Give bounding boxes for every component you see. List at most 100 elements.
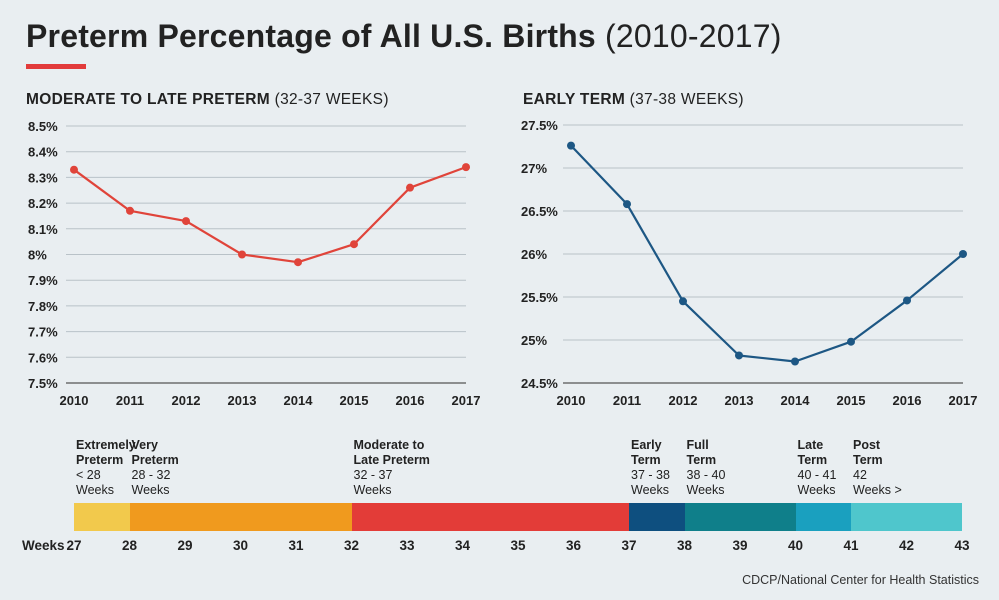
chart-2-xtick-label: 2014 xyxy=(781,393,811,408)
chart-2-xtick-label: 2015 xyxy=(837,393,866,408)
band-name-line: Late Preterm xyxy=(353,453,430,467)
chart-1-ytick-label: 8% xyxy=(28,248,47,263)
band-range-line: < 28 xyxy=(76,468,101,482)
chart-1-ytick-label: 7.9% xyxy=(28,273,58,288)
chart-1-data-point xyxy=(462,163,470,172)
chart-2-ytick-label: 25.5% xyxy=(521,290,558,305)
week-tick-label: 34 xyxy=(454,538,471,553)
band-name-line: Post xyxy=(853,438,881,452)
chart-1-title-light: (32-37 WEEKS) xyxy=(274,91,389,108)
week-tick-label: 27 xyxy=(66,538,82,553)
chart-1-data-point xyxy=(406,183,414,192)
page-title: Preterm Percentage of All U.S. Births (2… xyxy=(26,18,782,55)
band-range-line: Weeks xyxy=(797,483,836,497)
chart-2-title-light: (37-38 WEEKS) xyxy=(629,91,744,108)
band-range-line: 42 xyxy=(853,468,867,482)
chart-2-xtick-label: 2013 xyxy=(725,393,754,408)
chart-1-title-bold: MODERATE TO LATE PRETERM xyxy=(26,91,271,108)
week-tick-label: 37 xyxy=(621,538,637,553)
source-credit: CDCP/National Center for Health Statisti… xyxy=(742,573,979,587)
chart-2-ytick-label: 26% xyxy=(521,247,547,262)
band-label: Extremely Preterm < 28 Weeks xyxy=(76,438,136,498)
chart-1-xtick-label: 2010 xyxy=(60,393,89,408)
chart-1-ytick-label: 8.3% xyxy=(28,170,58,185)
chart-2-xtick-label: 2017 xyxy=(949,393,978,408)
week-tick-label: 43 xyxy=(954,538,970,553)
chart-1-data-point xyxy=(126,206,134,215)
chart-1-xtick-label: 2011 xyxy=(116,393,144,408)
chart-1-data-point xyxy=(294,258,302,267)
band-segment xyxy=(851,503,962,531)
week-tick-label: 40 xyxy=(787,538,804,553)
band-name-line: Term xyxy=(631,453,661,467)
week-tick-label: 39 xyxy=(732,538,748,553)
band-name-line: Very xyxy=(131,438,158,452)
week-tick-label: 29 xyxy=(177,538,193,553)
chart-1-xtick-label: 2017 xyxy=(452,393,481,408)
band-label: Moderate to Late Preterm 32 - 37 Weeks xyxy=(354,438,430,498)
chart-1-ytick-label: 8.5% xyxy=(28,119,58,134)
week-tick-label: 42 xyxy=(898,538,915,553)
band-range-line: 28 - 32 xyxy=(131,468,171,482)
chart-2-title-bold: EARLY TERM xyxy=(523,91,626,108)
chart-1-xtick-label: 2014 xyxy=(284,393,314,408)
week-tick-label: 28 xyxy=(121,538,138,553)
chart-2-series-line xyxy=(570,144,964,363)
chart-2-xtick-label: 2012 xyxy=(669,393,698,408)
week-tick-label: 32 xyxy=(343,538,360,553)
band-label: Early Term 37 - 38 Weeks xyxy=(631,438,670,498)
chart-1-ytick-label: 8.4% xyxy=(28,145,58,160)
chart-1-xtick-label: 2012 xyxy=(172,393,201,408)
band-range-line: Weeks xyxy=(631,483,669,497)
band-name-line: Preterm xyxy=(76,453,124,467)
chart-2-ytick-label: 25% xyxy=(521,333,547,348)
band-segment xyxy=(129,503,352,531)
chart-2-xtick-label: 2010 xyxy=(557,393,586,408)
band-name-line: Late xyxy=(797,438,824,452)
band-segment xyxy=(629,503,685,531)
page-title-main: Preterm Percentage of All U.S. Births xyxy=(26,18,596,54)
band-segment xyxy=(74,503,130,531)
band-range-line: Weeks xyxy=(76,483,114,497)
chart-1-ytick-label: 8.2% xyxy=(28,196,58,211)
band-name-line: Moderate to xyxy=(353,438,425,452)
title-accent-bar xyxy=(26,64,86,69)
chart-2-title: EARLY TERM (37-38 WEEKS) xyxy=(523,91,744,109)
chart-1-data-point xyxy=(182,217,190,226)
chart-1-data-point xyxy=(350,240,358,249)
band-name-line: Extremely xyxy=(76,438,136,452)
band-range-line: Weeks > xyxy=(853,483,902,497)
chart-1-ytick-label: 8.1% xyxy=(28,222,58,237)
chart-1-xtick-label: 2015 xyxy=(340,393,369,408)
chart-2-xtick-label: 2011 xyxy=(613,393,641,408)
chart-2-ytick-label: 27.5% xyxy=(521,118,558,133)
band-name-line: Term xyxy=(853,453,883,467)
chart-1-series-line xyxy=(73,166,467,264)
band-segment xyxy=(795,503,851,531)
band-range-line: 40 - 41 xyxy=(797,468,837,482)
band-range-line: 37 - 38 xyxy=(631,468,670,482)
chart-1-ytick-label: 7.8% xyxy=(28,299,58,314)
chart-1-ytick-label: 7.6% xyxy=(28,350,58,365)
band-name-line: Early xyxy=(631,438,662,452)
band-name-line: Term xyxy=(797,453,828,467)
page-title-sub: (2010-2017) xyxy=(605,18,782,54)
week-tick-label: 30 xyxy=(232,538,249,553)
chart-2-data-point xyxy=(735,351,743,360)
band-segment xyxy=(351,503,629,531)
band-name-line: Full xyxy=(686,438,709,452)
chart-2-ytick-label: 26.5% xyxy=(521,204,558,219)
band-name-line: Preterm xyxy=(131,453,179,467)
chart-2-ytick-label: 27% xyxy=(521,161,547,176)
chart-1-data-point xyxy=(70,165,78,174)
band-label: Post Term 42 Weeks > xyxy=(853,438,902,498)
chart-2-data-point xyxy=(679,297,687,306)
chart-2-ytick-label: 24.5% xyxy=(521,376,558,391)
week-tick-label: 38 xyxy=(676,538,693,553)
chart-2-data-point xyxy=(959,250,967,258)
week-tick-label: 35 xyxy=(510,538,526,553)
chart-2-data-point xyxy=(623,200,631,209)
band-label: Very Preterm 28 - 32 Weeks xyxy=(132,438,179,498)
chart-1-ytick-label: 7.5% xyxy=(28,376,58,391)
